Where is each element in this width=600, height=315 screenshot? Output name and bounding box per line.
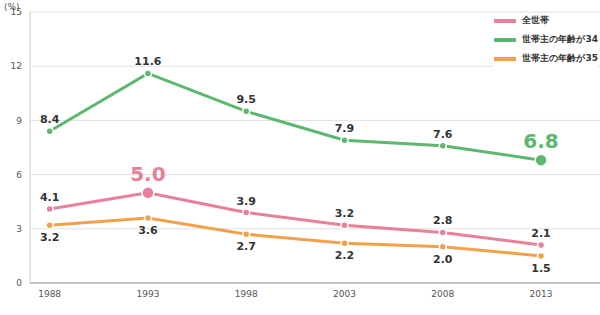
svg-text:12: 12 (11, 61, 22, 71)
svg-text:2.2: 2.2 (335, 249, 355, 262)
svg-text:4.1: 4.1 (40, 191, 60, 204)
svg-text:15: 15 (11, 7, 22, 17)
svg-text:2003: 2003 (333, 289, 356, 299)
svg-text:1998: 1998 (235, 289, 258, 299)
svg-text:3.9: 3.9 (236, 195, 256, 208)
svg-text:2.7: 2.7 (236, 240, 256, 253)
svg-text:6.8: 6.8 (523, 129, 558, 153)
svg-text:2.0: 2.0 (433, 253, 453, 266)
svg-text:2008: 2008 (431, 289, 454, 299)
svg-text:2.1: 2.1 (531, 227, 551, 240)
svg-text:9: 9 (16, 116, 22, 126)
svg-text:7.6: 7.6 (433, 128, 453, 141)
svg-text:2.8: 2.8 (433, 214, 453, 227)
svg-text:11.6: 11.6 (134, 55, 161, 68)
svg-text:1988: 1988 (38, 289, 61, 299)
svg-text:3.6: 3.6 (138, 224, 158, 237)
svg-text:5.0: 5.0 (130, 162, 165, 186)
svg-text:1.5: 1.5 (531, 262, 551, 275)
svg-text:1993: 1993 (136, 289, 159, 299)
svg-text:0: 0 (16, 278, 22, 288)
svg-text:3.2: 3.2 (335, 207, 355, 220)
html-text:世帯主の年齢が35: 世帯主の年齢が35 (522, 53, 598, 63)
svg-text:8.4: 8.4 (40, 113, 60, 126)
html-text:全世帯: 全世帯 (522, 15, 550, 25)
svg-text:2013: 2013 (530, 289, 553, 299)
svg-text:6: 6 (16, 170, 22, 180)
svg-text:9.5: 9.5 (236, 93, 256, 106)
svg-text:3.2: 3.2 (40, 231, 60, 244)
svg-text:3: 3 (16, 224, 22, 234)
html-text:世帯主の年齢が34: 世帯主の年齢が34 (522, 34, 598, 44)
svg-text:7.9: 7.9 (335, 122, 355, 135)
